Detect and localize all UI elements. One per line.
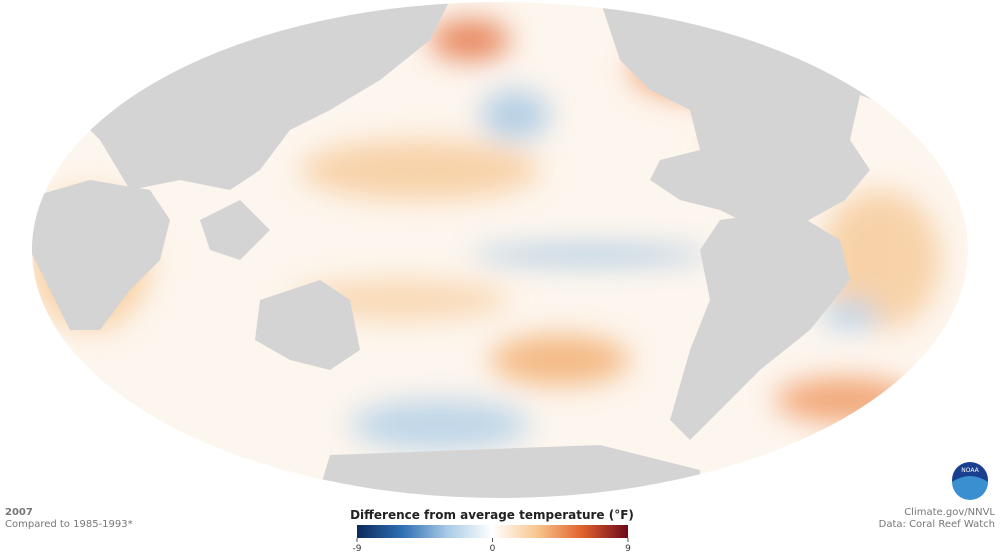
colorbar xyxy=(357,525,628,538)
baseline: Compared to 1985-1993* xyxy=(5,519,133,530)
tick-label: 9 xyxy=(625,544,631,554)
tick-label: 0 xyxy=(490,544,496,554)
source: Climate.gov/NNVL xyxy=(904,507,995,518)
data-credit: Data: Coral Reef Watch xyxy=(879,519,995,530)
colorbar-ticks: -9 0 9 xyxy=(353,538,631,554)
legend-title: Difference from average temperature (°F) xyxy=(350,508,634,522)
logo-text: NOAA xyxy=(961,467,979,474)
tick-label: -9 xyxy=(353,544,362,554)
year: 2007 xyxy=(5,507,33,518)
